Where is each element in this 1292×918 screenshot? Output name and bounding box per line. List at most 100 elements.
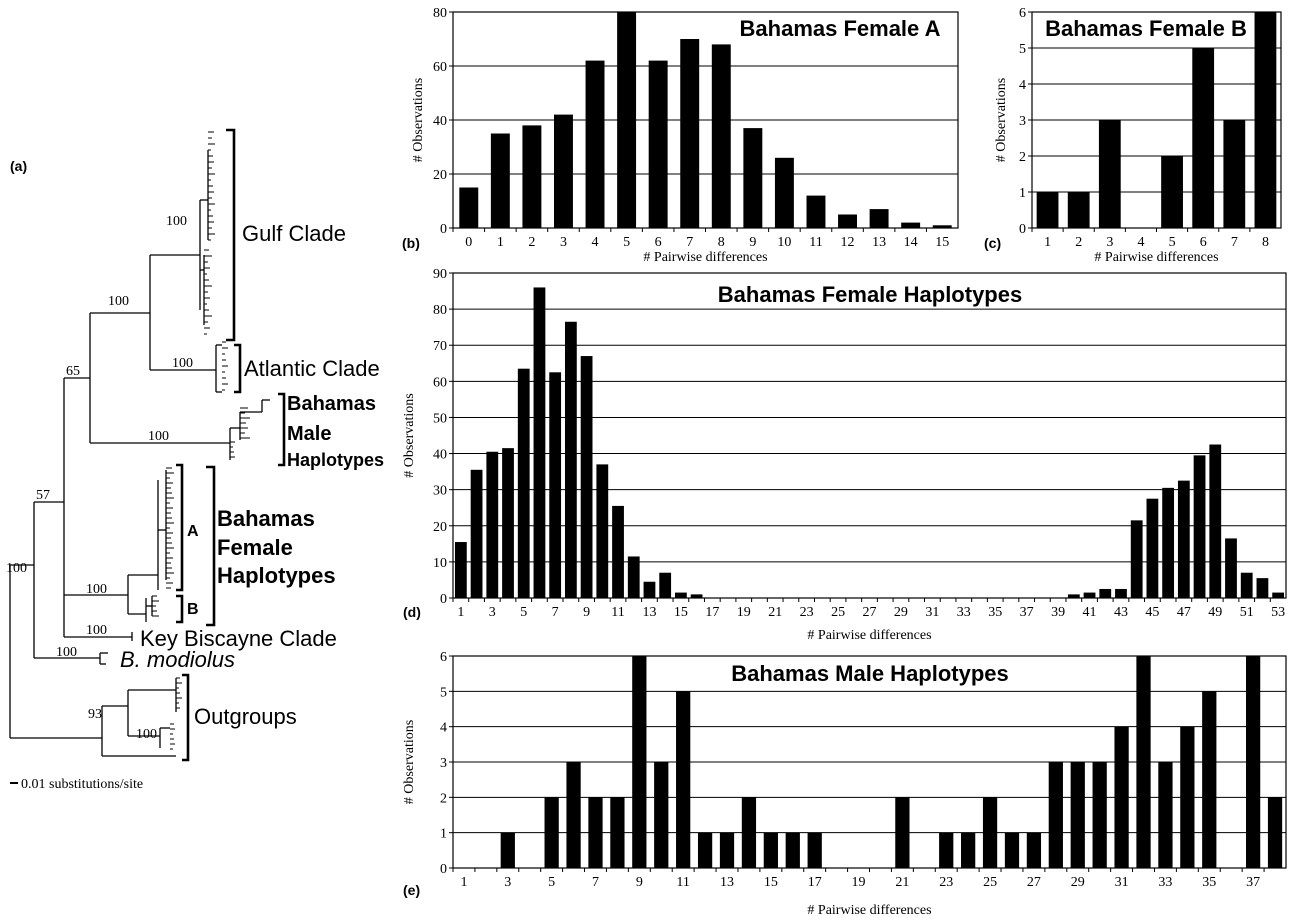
bar: [612, 505, 624, 598]
female-haplotypes-label: Haplotypes: [217, 563, 336, 588]
x-axis: 1 3 5 7 9 11 13 15 17 19 21 23 25 27 29 31 33 35 37 39 41 43 4…: [452, 598, 1285, 620]
bar: [1098, 120, 1121, 228]
bar: [617, 12, 637, 228]
bar: [901, 222, 921, 228]
bar: [807, 832, 822, 868]
gulf-clade-label: Gulf Clade: [242, 221, 346, 246]
x-tick-label: 12: [841, 235, 855, 250]
bar: [1256, 578, 1269, 598]
y-tick-label: 0: [440, 222, 447, 237]
bar: [1067, 594, 1080, 598]
bar: [1158, 762, 1173, 868]
y-tick-label: 5: [440, 685, 447, 700]
support-value: 57: [36, 488, 50, 503]
bar: [1245, 656, 1261, 868]
chart-title: Bahamas Female Haplotypes: [718, 282, 1022, 307]
phylogenetic-tree: [9, 128, 286, 784]
chart-title: Bahamas Female A: [740, 16, 941, 41]
x-axis: 1 3 5 7 9 11 13 15 17 19 21 23 25 27 29 31 33 35 37: [452, 868, 1265, 890]
panel-label: (d): [403, 604, 421, 620]
x-tick-label: 2: [1075, 235, 1082, 250]
x-tick-label: 35: [988, 605, 1002, 620]
y-tick-label: 5: [1019, 42, 1026, 57]
y-tick-label: 80: [433, 303, 447, 318]
bar: [1225, 538, 1237, 598]
bar: [588, 797, 603, 868]
bar: [1083, 592, 1096, 598]
bar: [580, 356, 593, 598]
x-tick-label: 7: [552, 605, 559, 620]
x-tick-label: 7: [1231, 235, 1238, 250]
y-tick-label: 3: [1019, 114, 1026, 129]
bar: [806, 195, 826, 228]
y-tick-label: 60: [433, 60, 447, 75]
bar: [654, 762, 669, 868]
b-modiolus-label: B. modiolus: [120, 647, 235, 672]
x-tick-label: 3: [489, 605, 496, 620]
support-value: 100: [86, 582, 107, 597]
bar: [838, 214, 857, 228]
y-tick-label: 70: [433, 339, 447, 354]
bar: [544, 797, 559, 868]
x-tick-label: 33: [1158, 875, 1172, 890]
x-tick-label: 33: [957, 605, 971, 620]
support-value: 100: [166, 214, 187, 229]
y-tick-label: 6: [1019, 6, 1026, 21]
x-tick-label: 13: [642, 605, 656, 620]
scale-bar-label: 0.01 substitutions/site: [21, 777, 143, 792]
female-subclade-a-label: A: [187, 523, 199, 540]
bar: [585, 60, 605, 228]
x-tick-label: 25: [831, 605, 845, 620]
bar: [502, 448, 514, 598]
y-tick-label: 40: [433, 448, 447, 463]
x-tick-label: 7: [592, 875, 599, 890]
x-tick-label: 7: [686, 235, 693, 250]
bar: [454, 542, 467, 598]
support-value: 100: [6, 561, 27, 576]
bar: [632, 656, 647, 868]
support-value: 100: [86, 623, 107, 638]
y-tick-label: 4: [1019, 78, 1026, 93]
x-tick-label: 23: [939, 875, 953, 890]
x-tick-label: 2: [528, 235, 535, 250]
x-tick-label: 13: [720, 875, 734, 890]
bar: [982, 797, 998, 868]
bar: [459, 187, 479, 228]
y-tick-label: 2: [440, 791, 447, 806]
bar: [1267, 797, 1283, 868]
x-tick-label: 9: [583, 605, 590, 620]
x-axis-label: # Pairwise differences: [1094, 250, 1218, 265]
x-tick-label: 31: [925, 605, 939, 620]
y-tick-label: 1: [1019, 186, 1026, 201]
y-tick-label: 50: [433, 411, 447, 426]
bar: [1099, 588, 1112, 598]
support-value: 100: [136, 727, 157, 742]
x-tick-label: 25: [983, 875, 997, 890]
bar: [741, 797, 757, 868]
bar: [1223, 120, 1246, 228]
x-tick-label: 0: [465, 235, 472, 250]
female-haplotypes-label: Female: [217, 535, 293, 560]
support-value: 100: [108, 294, 129, 309]
x-tick-label: 8: [1262, 235, 1269, 250]
bar: [554, 114, 573, 228]
y-tick-label: 3: [440, 756, 447, 771]
y-tick-label: 20: [433, 520, 447, 535]
outgroups-label: Outgroups: [194, 704, 297, 729]
x-tick-label: 1: [497, 235, 504, 250]
y-tick-label: 2: [1019, 150, 1026, 165]
x-tick-label: 8: [718, 235, 725, 250]
x-tick-label: 21: [768, 605, 782, 620]
bar: [1254, 12, 1277, 228]
y-tick-label: 90: [433, 267, 447, 282]
bar: [1209, 444, 1222, 598]
y-tick-label: 1: [440, 827, 447, 842]
x-tick-label: 15: [935, 235, 949, 250]
bar: [961, 832, 976, 868]
bar: [1240, 572, 1253, 598]
x-tick-label: 1: [457, 605, 464, 620]
chart-title: Bahamas Male Haplotypes: [731, 661, 1009, 686]
